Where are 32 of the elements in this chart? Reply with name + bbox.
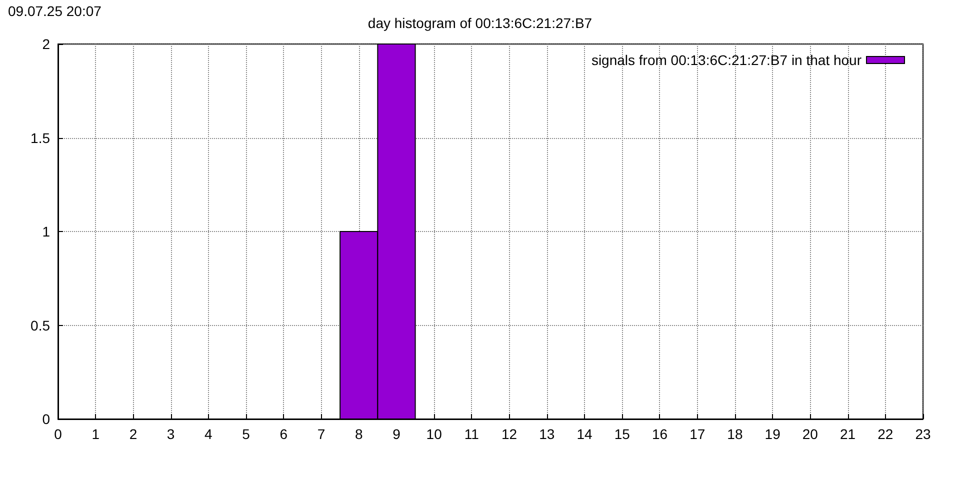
x-tick-label: 16 — [652, 426, 668, 442]
x-tick-label: 22 — [878, 426, 894, 442]
legend-label: signals from 00:13:6C:21:27:B7 in that hour — [591, 52, 862, 68]
x-tick-label: 2 — [129, 426, 138, 442]
x-tick-label: 21 — [840, 426, 856, 442]
x-tick-label: 0 — [54, 426, 62, 442]
y-tick-label: 1 — [42, 224, 50, 240]
x-tick-label: 4 — [204, 426, 213, 442]
x-tick-label: 23 — [915, 426, 931, 442]
x-tick-label: 19 — [764, 426, 781, 442]
x-tick-label: 3 — [166, 426, 175, 442]
x-tick-label: 8 — [354, 426, 363, 442]
y-tick-label: 1.5 — [30, 130, 50, 146]
x-tick-label: 1 — [92, 426, 100, 442]
x-tick-label: 5 — [242, 426, 250, 442]
x-tick-label: 14 — [576, 426, 593, 442]
x-tick-label: 12 — [502, 426, 518, 442]
y-tick-label: 2 — [42, 36, 50, 52]
x-tick-label: 7 — [317, 426, 326, 442]
x-tick-label: 9 — [392, 426, 401, 442]
x-tick-label: 11 — [464, 426, 480, 442]
x-tick-label: 18 — [727, 426, 743, 442]
x-tick-label: 13 — [539, 426, 555, 442]
text: 09.07.25 20:07 — [8, 3, 102, 19]
x-tick-label: 15 — [614, 426, 630, 442]
x-tick-label: 17 — [690, 426, 706, 442]
x-tick-label: 10 — [426, 426, 442, 442]
y-tick-label: 0 — [42, 411, 50, 427]
y-tick-label: 0.5 — [30, 317, 50, 334]
chart-title: day histogram of 00:13:6C:21:27:B7 — [368, 15, 592, 31]
x-tick-label: 6 — [280, 426, 288, 442]
x-tick-label: 20 — [802, 426, 818, 442]
